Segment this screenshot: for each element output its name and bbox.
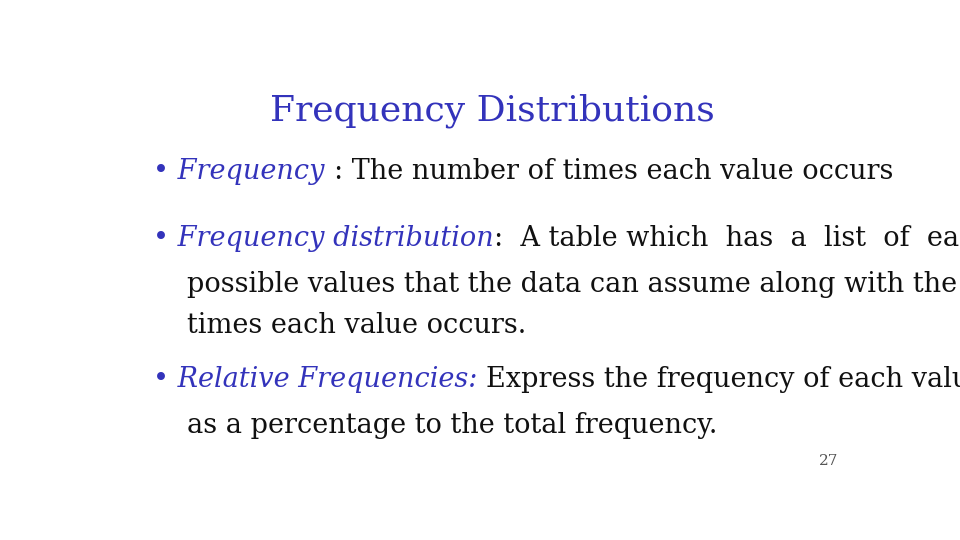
- Text: possible values that the data can assume along with the number of: possible values that the data can assume…: [187, 271, 960, 298]
- Text: • Relative Frequencies:: • Relative Frequencies:: [154, 366, 487, 393]
- Text: as a percentage to the total frequency.: as a percentage to the total frequency.: [187, 412, 717, 439]
- Text: times each value occurs.: times each value occurs.: [187, 312, 526, 339]
- Text: • Frequency: • Frequency: [154, 158, 334, 185]
- Text: :  A table which  has  a  list  of  each  of  the: : A table which has a list of each of th…: [494, 225, 960, 252]
- Text: 27: 27: [819, 454, 838, 468]
- Text: : The number of times each value occurs: : The number of times each value occurs: [334, 158, 893, 185]
- Text: • Frequency distribution: • Frequency distribution: [154, 225, 494, 252]
- Text: Express the frequency of each value or class: Express the frequency of each value or c…: [487, 366, 960, 393]
- Text: Frequency Distributions: Frequency Distributions: [270, 94, 714, 129]
